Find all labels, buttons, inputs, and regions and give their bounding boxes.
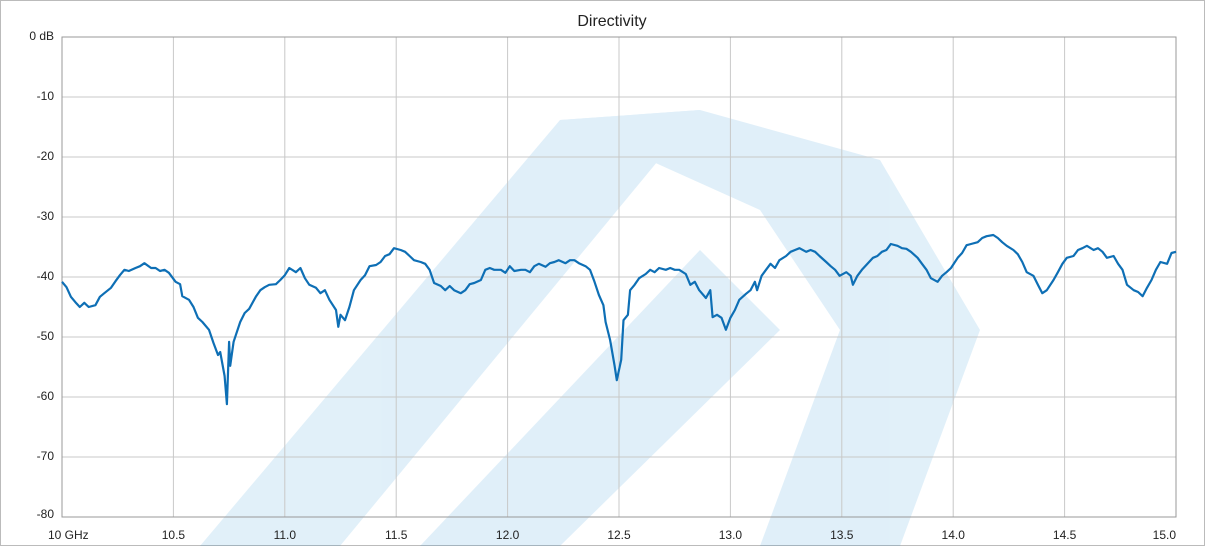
plot-frame: [61, 36, 1177, 518]
y-tick-label: -20: [37, 149, 55, 163]
x-tick-label: 13.5: [830, 528, 854, 542]
y-tick-label: -60: [37, 389, 55, 403]
y-tick-label: -30: [37, 209, 55, 223]
x-tick-label: 13.0: [719, 528, 743, 542]
x-tick-label: 14.0: [942, 528, 966, 542]
y-tick-label: -40: [37, 269, 55, 283]
y-tick-label: -10: [37, 89, 55, 103]
x-tick-label: 12.0: [496, 528, 520, 542]
y-tick-label: -50: [37, 329, 55, 343]
x-tick-label: 11.5: [385, 528, 408, 542]
y-tick-label: 0 dB: [29, 29, 54, 43]
x-tick-label: 10.5: [162, 528, 186, 542]
y-tick-label: -70: [37, 449, 55, 463]
x-tick-label: 11.0: [274, 528, 297, 542]
chart-title: Directivity: [577, 13, 646, 30]
x-tick-label: 12.5: [607, 528, 631, 542]
data-line: [61, 233, 1177, 406]
y-tick-label: -80: [37, 507, 55, 521]
watermark: [200, 110, 980, 546]
x-tick-label: 15.0: [1153, 528, 1177, 542]
x-tick-label: 10 GHz: [48, 528, 89, 542]
x-tick-label: 14.5: [1053, 528, 1077, 542]
